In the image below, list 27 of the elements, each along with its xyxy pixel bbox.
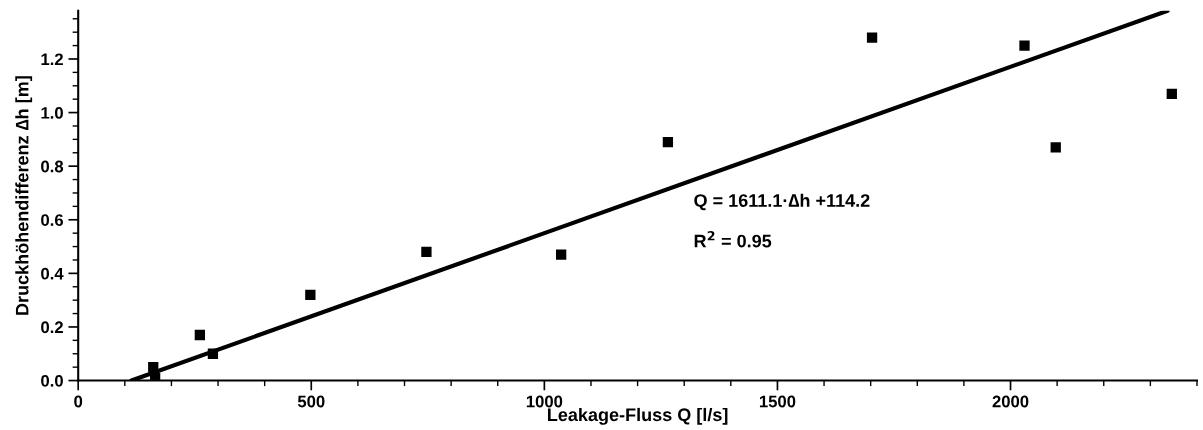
x-tick-label: 2000 — [992, 395, 1029, 408]
point — [1050, 142, 1061, 153]
y-tick-label: 1.0 — [41, 106, 63, 119]
point — [207, 348, 219, 359]
point — [866, 32, 878, 43]
y-tick-label: 1.2 — [41, 53, 63, 66]
annotation: R$^{2}$ = 0.95 — [694, 230, 772, 248]
point — [305, 289, 316, 300]
point — [555, 249, 567, 260]
y-tick-label: 0.6 — [41, 214, 64, 226]
x-tick-label: 0 — [74, 395, 83, 408]
annotation: Q = 1611.1·∆h +114.2 — [694, 193, 870, 211]
x-tick-label: 500 — [297, 395, 325, 408]
point — [148, 362, 159, 373]
y-tick-label: 0.8 — [41, 160, 64, 173]
point — [421, 246, 432, 258]
y-tick-label: 0.2 — [41, 321, 63, 334]
x-axis-title: Leakage-Fluss Q [l/s] — [548, 407, 728, 425]
x-tick-label: 1500 — [759, 395, 796, 408]
y-tick-label: 0.0 — [41, 374, 63, 387]
y-axis-title: Druckhöhendifferenz ∆h [m] — [15, 76, 33, 315]
point — [662, 136, 674, 148]
y-tick-label: 0.4 — [41, 267, 64, 280]
point — [194, 329, 206, 341]
point — [1019, 40, 1030, 51]
x-tick-label: 1000 — [526, 395, 563, 408]
point — [1166, 88, 1177, 99]
